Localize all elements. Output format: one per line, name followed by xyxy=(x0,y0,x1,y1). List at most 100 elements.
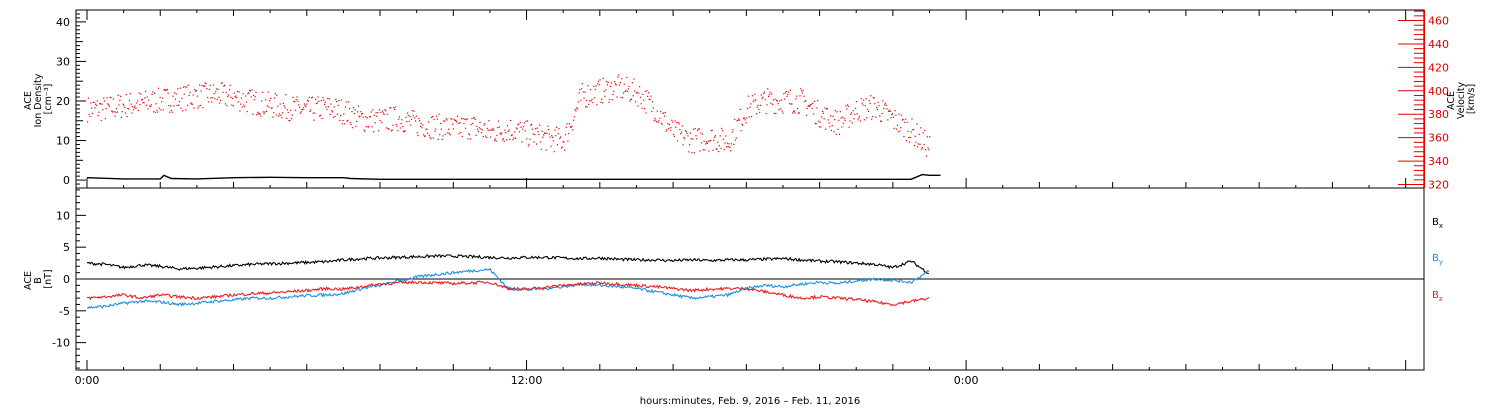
velocity-point xyxy=(497,126,499,129)
velocity-point xyxy=(654,117,656,119)
velocity-point xyxy=(160,109,162,111)
velocity-point xyxy=(460,117,463,120)
velocity-point xyxy=(382,112,384,114)
velocity-point xyxy=(240,103,242,105)
velocity-point xyxy=(106,97,108,99)
velocity-point xyxy=(215,91,217,93)
velocity-point xyxy=(519,121,521,123)
velocity-point xyxy=(287,111,289,114)
velocity-point xyxy=(132,106,134,108)
velocity-point xyxy=(468,133,470,135)
velocity-point xyxy=(693,152,696,154)
velocity-point xyxy=(883,104,886,106)
velocity-point xyxy=(634,101,637,103)
velocity-point xyxy=(776,100,779,102)
velocity-point xyxy=(577,101,579,103)
velocity-point xyxy=(110,96,112,99)
velocity-point xyxy=(703,140,705,142)
velocity-point xyxy=(639,86,641,88)
velocity-point xyxy=(454,119,456,122)
velocity-point xyxy=(235,95,237,97)
velocity-point xyxy=(783,93,785,95)
velocity-point xyxy=(924,129,926,132)
velocity-point xyxy=(372,109,374,111)
velocity-point xyxy=(817,120,820,122)
field-tick-label: -10 xyxy=(52,337,70,350)
velocity-point xyxy=(850,112,853,114)
velocity-point xyxy=(483,124,485,126)
velocity-point xyxy=(473,117,475,119)
velocity-point xyxy=(671,119,673,121)
velocity-point xyxy=(277,115,280,117)
velocity-point xyxy=(273,97,276,99)
top-panel-series xyxy=(86,74,941,180)
velocity-point xyxy=(788,103,791,105)
velocity-point xyxy=(841,126,843,128)
velocity-point xyxy=(88,113,90,115)
velocity-point xyxy=(846,104,849,106)
velocity-point xyxy=(245,101,247,103)
velocity-point xyxy=(467,138,469,140)
velocity-point xyxy=(762,96,764,98)
velocity-point xyxy=(637,105,639,107)
velocity-point xyxy=(146,96,148,98)
velocity-point xyxy=(125,94,127,96)
velocity-point xyxy=(627,88,629,90)
velocity-point xyxy=(836,111,838,113)
velocity-point xyxy=(423,134,425,136)
velocity-point xyxy=(190,103,193,105)
velocity-point xyxy=(404,130,406,132)
velocity-point xyxy=(565,126,567,128)
velocity-point xyxy=(601,98,603,100)
velocity-point xyxy=(825,128,827,130)
velocity-point xyxy=(643,99,645,101)
velocity-point xyxy=(738,119,741,121)
velocity-point xyxy=(140,93,142,95)
velocity-point xyxy=(249,90,251,92)
velocity-point xyxy=(743,117,745,119)
velocity-point xyxy=(908,136,910,139)
velocity-point xyxy=(504,129,506,131)
velocity-point xyxy=(897,131,899,133)
velocity-point xyxy=(210,97,212,99)
velocity-point xyxy=(756,106,758,108)
velocity-point xyxy=(775,112,777,115)
velocity-point xyxy=(589,100,591,102)
velocity-point xyxy=(508,129,510,131)
velocity-point xyxy=(528,143,530,145)
velocity-point xyxy=(867,108,869,110)
velocity-point xyxy=(601,102,604,104)
velocity-point xyxy=(795,98,797,100)
velocity-point xyxy=(244,95,247,97)
velocity-point xyxy=(746,117,748,119)
velocity-point xyxy=(777,103,779,105)
velocity-point xyxy=(473,117,476,119)
velocity-point xyxy=(442,135,444,137)
velocity-point xyxy=(609,85,612,88)
velocity-point xyxy=(374,122,376,124)
velocity-point xyxy=(410,124,412,126)
velocity-point xyxy=(567,140,569,142)
velocity-point xyxy=(634,90,636,92)
velocity-point xyxy=(538,133,540,136)
velocity-point xyxy=(312,112,314,114)
velocity-point xyxy=(429,136,431,138)
velocity-point xyxy=(348,101,350,103)
velocity-point xyxy=(723,149,725,151)
velocity-point xyxy=(239,110,241,112)
velocity-point xyxy=(290,109,292,111)
velocity-point xyxy=(453,118,455,120)
velocity-point xyxy=(729,146,731,148)
velocity-point xyxy=(359,115,361,117)
velocity-point xyxy=(583,97,585,99)
velocity-point xyxy=(514,137,517,139)
velocity-point xyxy=(377,130,380,132)
velocity-point xyxy=(412,115,414,117)
velocity-point xyxy=(895,114,897,116)
velocity-point xyxy=(290,118,293,120)
velocity-point xyxy=(237,101,239,103)
velocity-point xyxy=(915,141,917,144)
velocity-point xyxy=(133,107,135,109)
velocity-point xyxy=(828,122,830,124)
velocity-point xyxy=(822,112,824,114)
